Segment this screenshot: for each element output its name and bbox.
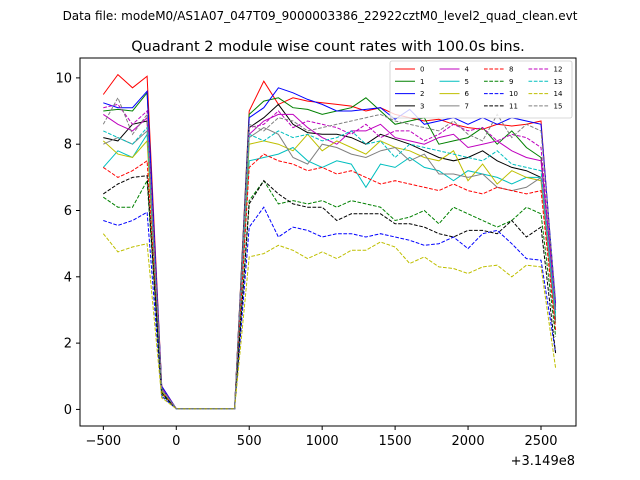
series-line-12 [103,103,557,410]
series-line-13 [103,126,557,410]
series-line-15 [102,96,557,410]
series-line-9 [103,178,557,410]
x-tick-label: 500 [237,434,262,449]
legend-label-10: 10 [509,90,518,98]
x-tick-label: 1000 [306,434,339,449]
legend-label-4: 4 [465,66,470,74]
legend-label-9: 9 [509,78,513,86]
legend-label-0: 0 [420,66,424,74]
y-tick-label: 0 [64,403,72,418]
series-line-2 [103,87,557,410]
plot-area: −500 0 500 1000 1500 2000 2500 0 2 4 6 8 10 [55,71,557,449]
legend-label-1: 1 [420,78,424,86]
x-tick-label: −500 [85,434,121,449]
series-line-10 [103,206,557,410]
legend-box [389,60,573,119]
legend-label-14: 14 [554,90,563,98]
chart-suptitle: Data file: modeM0/AS1A07_047T09_90000033… [63,9,578,23]
y-tick-label: 4 [64,270,72,285]
legend-label-7: 7 [465,102,469,110]
series-line-1 [103,91,557,410]
series-line-11 [103,175,557,410]
x-tick-label: 1500 [379,434,412,449]
x-tick-label: 2000 [452,434,485,449]
legend-label-13: 13 [554,78,563,86]
series-line-3 [103,103,557,410]
x-axis-offset-label: +3.149e8 [511,454,575,469]
series-line-14 [102,233,557,410]
legend-label-8: 8 [509,66,513,74]
series-line-8 [103,153,557,410]
legend-label-3: 3 [420,102,424,110]
series-line-4 [103,113,557,410]
y-tick-label: 8 [64,138,72,153]
legend-label-5: 5 [465,78,469,86]
y-tick-label: 2 [64,337,72,352]
chart-title: Quadrant 2 module wise count rates with … [131,39,525,55]
legend-label-2: 2 [420,90,424,98]
x-tick-label: 0 [172,434,180,449]
axes-frame [79,57,577,427]
y-tick-label: 10 [55,71,72,86]
series-line-7 [103,127,557,410]
series-line-0 [102,73,557,410]
legend-label-12: 12 [554,66,563,74]
legend-label-6: 6 [465,90,470,98]
series-line-5 [102,132,557,410]
legend-label-11: 11 [509,102,518,110]
x-tick-label: 2500 [524,434,557,449]
legend-label-15: 15 [554,102,563,110]
y-tick-label: 6 [64,204,72,219]
